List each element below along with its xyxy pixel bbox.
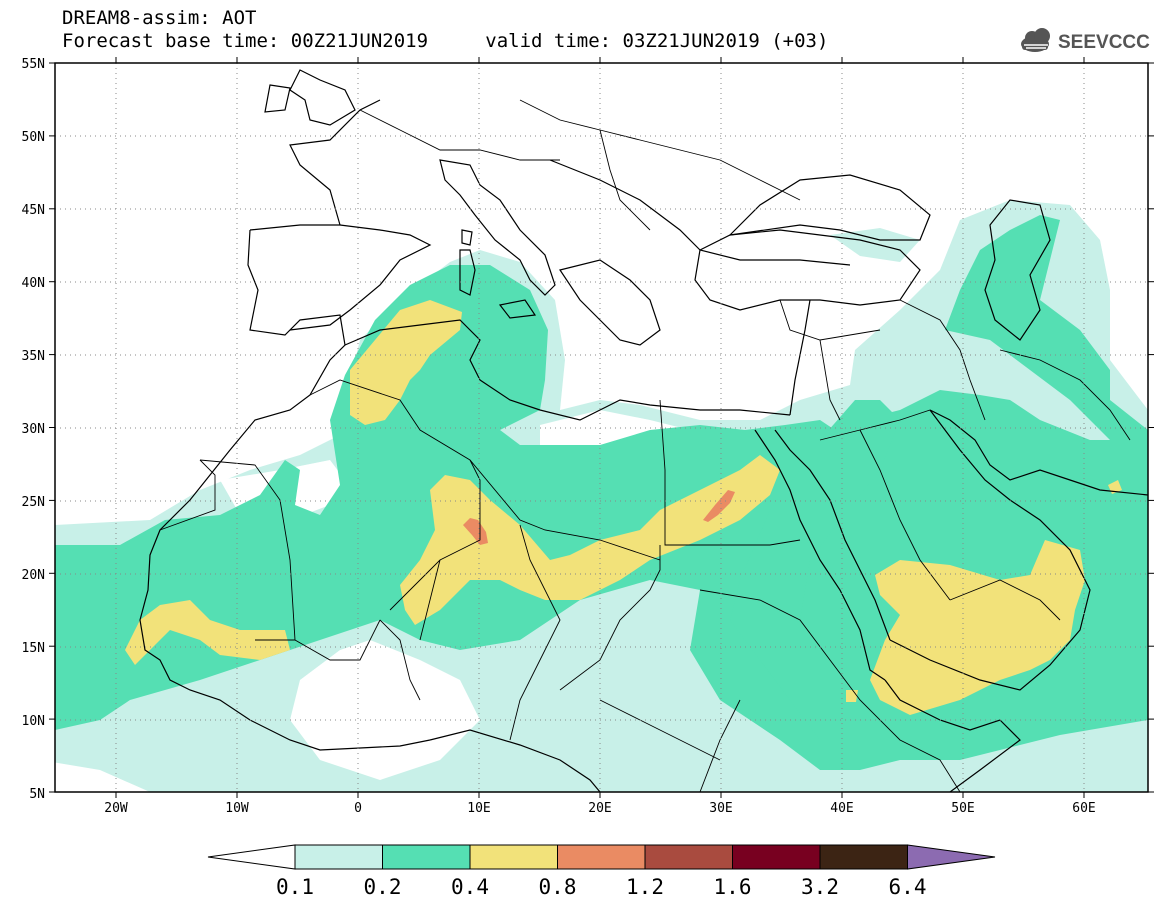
lat-tick-label: 10N <box>22 714 45 729</box>
colorbar-swatch <box>819 844 908 870</box>
aot-field <box>55 63 1148 792</box>
colorbar-swatch <box>382 844 471 870</box>
axis-ticks <box>49 57 1154 798</box>
colorbar-swatch <box>557 844 646 870</box>
valid-time: valid time: 03Z21JUN2019 (+03) <box>485 30 829 52</box>
base-time: Forecast base time: 00Z21JUN2019 <box>62 30 429 52</box>
lon-axis: 20W 10W 0 10E 20E 30E 40E 50E 60E <box>104 801 1095 816</box>
lat-axis: 55N 50N 45N 40N 35N 30N 25N 20N 15N 10N … <box>22 57 45 802</box>
lon-tick-label: 50E <box>951 801 974 816</box>
lon-tick-label: 10W <box>225 801 249 816</box>
lat-tick-label: 30N <box>22 422 45 437</box>
lon-tick-label: 20E <box>588 801 611 816</box>
lat-tick-label: 40N <box>22 276 45 291</box>
colorbar-swatch <box>732 844 821 870</box>
logo-text: SEEVCCC <box>1058 32 1150 53</box>
aot-band-0-2 <box>55 215 1148 770</box>
colorbar-swatch <box>469 844 558 870</box>
colorbar <box>207 844 996 870</box>
lat-tick-label: 55N <box>22 57 45 72</box>
lat-tick-label: 15N <box>22 641 45 656</box>
colorbar-low-arrow <box>207 844 296 870</box>
lon-tick-label: 60E <box>1072 801 1095 816</box>
lat-tick-label: 50N <box>22 130 45 145</box>
coastlines <box>139 69 1148 792</box>
lat-tick-label: 25N <box>22 495 45 510</box>
aot-band-0-4 <box>125 300 1122 715</box>
colorbar-label: 0.2 <box>364 875 402 899</box>
seevccc-logo: SEEVCCC <box>1021 28 1150 53</box>
lon-tick-label: 40E <box>830 801 853 816</box>
colorbar-swatch <box>644 844 733 870</box>
forecast-time-line: Forecast base time: 00Z21JUN2019 valid t… <box>62 31 828 51</box>
lon-tick-label: 10E <box>467 801 490 816</box>
lon-tick-label: 20W <box>104 801 128 816</box>
graticule <box>55 63 1148 792</box>
lat-tick-label: 20N <box>22 568 45 583</box>
country-borders <box>159 99 1131 792</box>
colorbar-label: 0.1 <box>276 875 314 899</box>
lon-tick-label: 0 <box>354 801 362 816</box>
colorbar-label: 1.6 <box>714 875 752 899</box>
aot-band-0-8 <box>463 490 735 545</box>
lat-tick-label: 35N <box>22 349 45 364</box>
colorbar-label: 1.2 <box>626 875 664 899</box>
colorbar-labels: 0.1 0.2 0.4 0.8 1.2 1.6 3.2 6.4 <box>276 875 926 899</box>
map-title: DREAM8-assim: AOT <box>62 7 257 29</box>
lat-tick-label: 5N <box>29 787 45 802</box>
colorbar-label: 6.4 <box>889 875 927 899</box>
lat-tick-label: 45N <box>22 203 45 218</box>
colorbar-swatch <box>294 844 383 870</box>
colorbar-label: 0.4 <box>451 875 489 899</box>
colorbar-label: 0.8 <box>539 875 577 899</box>
colorbar-label: 3.2 <box>801 875 839 899</box>
colorbar-high-arrow <box>907 844 996 870</box>
lon-tick-label: 30E <box>709 801 732 816</box>
